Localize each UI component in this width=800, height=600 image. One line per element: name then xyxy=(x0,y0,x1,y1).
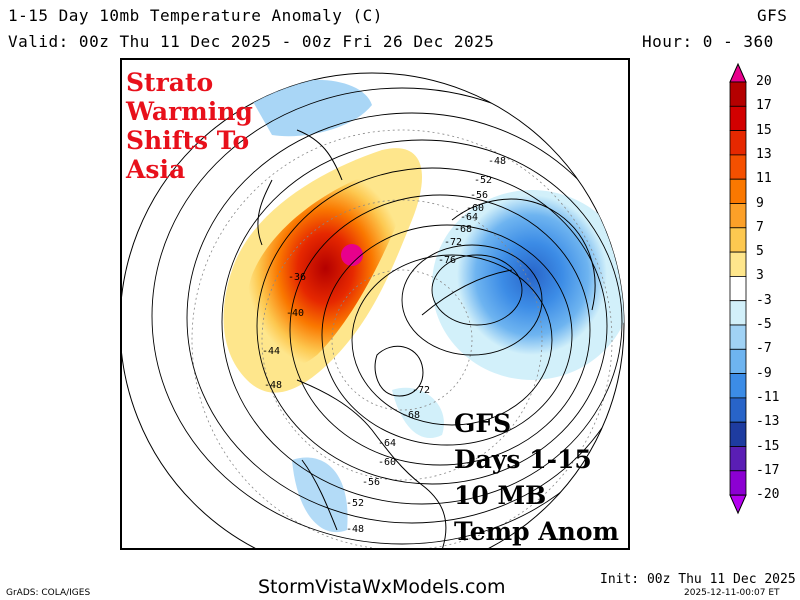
legend-swatch xyxy=(729,227,747,253)
legend-label: -7 xyxy=(756,341,772,357)
legend-swatch xyxy=(729,470,747,496)
contour-label: -52 xyxy=(474,175,492,186)
valid-period: Valid: 00z Thu 11 Dec 2025 - 00z Fri 26 … xyxy=(8,32,495,51)
hemisphere-boundary xyxy=(122,72,625,548)
contour-label: -72 xyxy=(412,385,430,396)
legend-label: 20 xyxy=(756,74,772,89)
contour-label: -68 xyxy=(454,224,472,235)
legend-label: 5 xyxy=(756,244,764,260)
legend-swatch xyxy=(729,154,747,180)
contour-label: -56 xyxy=(470,190,488,201)
model-annotation: GFS Days 1-15 10 MB Temp Anom xyxy=(454,409,619,546)
legend-swatch xyxy=(729,105,747,131)
grads-credit: GrADS: COLA/IGES xyxy=(6,588,91,598)
legend-swatch xyxy=(729,348,747,374)
cold-anomaly-patch xyxy=(392,387,444,438)
height-contours xyxy=(151,87,624,545)
coastlines xyxy=(257,129,596,548)
init-time: Init: 00z Thu 11 Dec 2025 xyxy=(600,572,796,587)
color-legend: 20 17 15 13 11 9 7 5 3 -3 -5 -7 -9 -11 -13 -15 -17 -20 xyxy=(718,60,798,560)
warming-annotation: Strato Warming Shifts To Asia xyxy=(126,68,253,184)
legend-label: -20 xyxy=(756,487,780,503)
legend-arrow-top xyxy=(729,62,747,83)
contour-label: -52 xyxy=(346,498,364,509)
cold-anomaly-patch xyxy=(252,79,372,137)
warm-anomaly-core xyxy=(246,169,405,368)
legend-label: -9 xyxy=(756,365,772,381)
contour-labels: -48 -52 -56 -60 -64 -68 -72 -76 -36 -40 … xyxy=(262,156,506,535)
legend-label: 11 xyxy=(756,171,772,187)
contour-label: -76 xyxy=(438,255,456,266)
map-panel: -48 -52 -56 -60 -64 -68 -72 -76 -36 -40 … xyxy=(120,58,630,550)
legend-swatch xyxy=(729,373,747,399)
legend-label: -5 xyxy=(756,317,772,332)
legend-label: -15 xyxy=(756,438,780,454)
contour-label: -72 xyxy=(444,237,462,248)
legend-swatch xyxy=(729,324,747,350)
model-name: GFS xyxy=(757,6,788,25)
legend-swatch xyxy=(729,300,747,326)
contour-label: -40 xyxy=(286,308,304,319)
legend-label: 15 xyxy=(756,122,772,138)
legend-label: 9 xyxy=(756,195,764,211)
legend-label: -3 xyxy=(756,292,772,308)
contour-label: -48 xyxy=(488,156,506,167)
contour-label: -64 xyxy=(460,212,478,223)
legend-label: 7 xyxy=(756,219,764,235)
legend-swatch xyxy=(729,178,747,204)
contour-label: -68 xyxy=(402,410,420,421)
legend-swatch xyxy=(729,251,747,277)
legend-swatch xyxy=(729,446,747,472)
cold-anomaly-patch xyxy=(292,457,348,533)
legend-label: -13 xyxy=(756,414,780,430)
contour-label: -60 xyxy=(378,457,396,468)
timestamp: 2025-12-11-00:07 ET xyxy=(684,588,780,598)
legend-arrow-bottom xyxy=(729,494,747,515)
contour-label: -48 xyxy=(264,380,282,391)
legend-label: -11 xyxy=(756,389,780,405)
forecast-hours: Hour: 0 - 360 xyxy=(642,32,774,51)
legend-label: 17 xyxy=(756,98,772,114)
legend-swatch xyxy=(729,421,747,447)
contour-label: -64 xyxy=(378,438,396,449)
legend-swatch xyxy=(729,203,747,229)
legend-swatch xyxy=(729,130,747,156)
legend-swatch xyxy=(729,397,747,423)
contour-label: -60 xyxy=(466,203,484,214)
site-name: StormVistaWxModels.com xyxy=(258,576,506,598)
contour-label: -56 xyxy=(362,477,380,488)
warm-anomaly-peak xyxy=(341,244,363,266)
contour-label: -44 xyxy=(262,346,280,357)
polar-map-svg: -48 -52 -56 -60 -64 -68 -72 -76 -36 -40 … xyxy=(122,72,625,548)
legend-label: -17 xyxy=(756,462,780,478)
contour-label: -36 xyxy=(288,272,306,283)
map-title: 1-15 Day 10mb Temperature Anomaly (C) xyxy=(8,6,383,25)
legend-swatch xyxy=(729,275,747,302)
legend-label: 3 xyxy=(756,268,764,284)
legend-bar xyxy=(729,62,747,515)
contour-label: -48 xyxy=(346,524,364,535)
legend-label: 13 xyxy=(756,146,772,162)
legend-swatch xyxy=(729,81,747,107)
cold-anomaly-core xyxy=(457,195,607,355)
